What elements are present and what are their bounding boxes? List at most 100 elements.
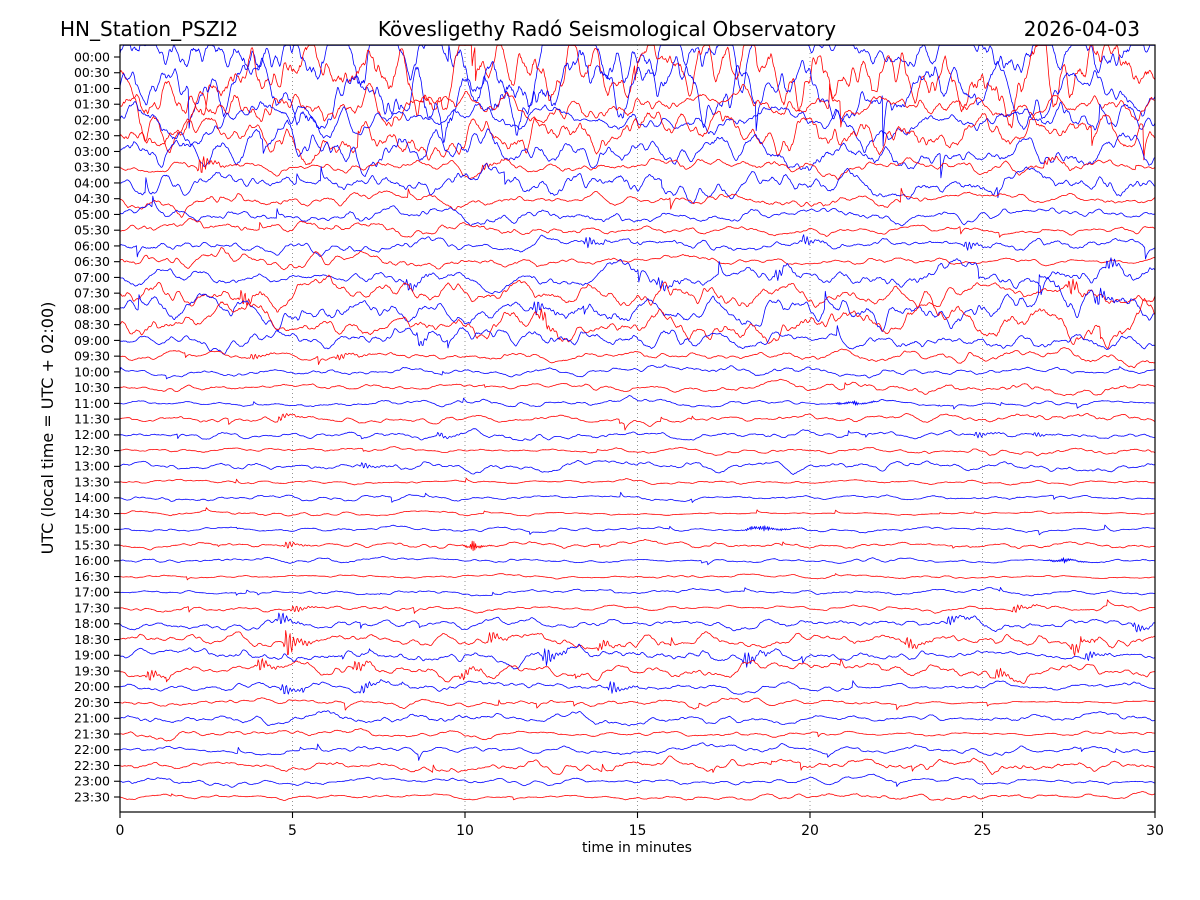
trace-11:00 — [120, 395, 1155, 410]
trace-14:30 — [120, 507, 1155, 517]
trace-18:00 — [120, 612, 1155, 633]
trace-16:00 — [120, 556, 1155, 566]
trace-23:00 — [120, 773, 1155, 788]
trace-09:30 — [120, 347, 1155, 369]
trace-07:30 — [120, 274, 1155, 313]
trace-10:00 — [120, 364, 1155, 380]
y-tick-label: 03:00 — [74, 144, 110, 159]
trace-02:30 — [120, 110, 1155, 166]
trace-17:30 — [120, 599, 1155, 614]
y-tick-label: 01:00 — [74, 81, 110, 96]
trace-22:00 — [120, 742, 1155, 761]
trace-06:00 — [120, 234, 1155, 260]
y-tick-label: 10:30 — [74, 380, 110, 395]
x-tick-label: 10 — [456, 823, 474, 839]
trace-00:30 — [120, 45, 1155, 129]
trace-13:00 — [120, 459, 1155, 475]
y-tick-label: 10:00 — [74, 364, 110, 379]
trace-19:00 — [120, 643, 1155, 670]
x-axis-ticks: 0 5 10 15 20 25 30 — [116, 812, 1164, 839]
observatory-title: Kövesligethy Radó Seismological Observat… — [378, 17, 836, 41]
trace-18:30 — [120, 630, 1155, 656]
y-tick-label: 19:00 — [74, 648, 110, 663]
y-tick-label: 13:30 — [74, 474, 110, 489]
date-title: 2026-04-03 — [1024, 17, 1140, 41]
trace-12:00 — [120, 428, 1155, 442]
plot-frame — [119, 44, 1156, 813]
y-tick-label: 11:00 — [74, 396, 110, 411]
trace-15:00 — [120, 524, 1155, 536]
y-tick-label: 00:00 — [74, 49, 110, 64]
trace-10:30 — [120, 378, 1155, 397]
trace-07:00 — [120, 257, 1155, 296]
y-tick-label: 05:30 — [74, 223, 110, 238]
trace-16:30 — [120, 573, 1155, 581]
y-tick-label: 22:30 — [74, 758, 110, 773]
trace-08:30 — [120, 291, 1155, 350]
trace-02:00 — [120, 101, 1155, 153]
x-tick-label: 25 — [974, 823, 992, 839]
y-tick-label: 14:30 — [74, 506, 110, 521]
y-tick-label: 12:00 — [74, 427, 110, 442]
y-tick-label: 15:30 — [74, 537, 110, 552]
y-tick-label: 02:30 — [74, 128, 110, 143]
trace-22:30 — [120, 755, 1155, 775]
trace-01:00 — [120, 50, 1155, 147]
trace-20:30 — [120, 697, 1155, 711]
trace-04:30 — [120, 187, 1155, 218]
trace-06:30 — [120, 247, 1155, 271]
trace-11:30 — [120, 413, 1155, 431]
y-tick-label: 16:30 — [74, 569, 110, 584]
trace-05:00 — [120, 195, 1155, 227]
trace-03:30 — [120, 155, 1155, 180]
gridlines — [292, 45, 983, 812]
y-tick-label: 20:00 — [74, 679, 110, 694]
y-tick-label: 07:00 — [74, 270, 110, 285]
y-tick-label: 07:30 — [74, 286, 110, 301]
y-tick-label: 01:30 — [74, 97, 110, 112]
y-tick-label: 08:00 — [74, 301, 110, 316]
x-tick-label: 5 — [288, 823, 297, 839]
trace-08:00 — [120, 274, 1155, 333]
y-tick-label: 12:30 — [74, 443, 110, 458]
y-tick-label: 17:00 — [74, 585, 110, 600]
y-tick-label: 16:00 — [74, 553, 110, 568]
y-tick-label: 02:00 — [74, 112, 110, 127]
y-tick-label: 04:30 — [74, 191, 110, 206]
trace-05:30 — [120, 217, 1155, 238]
y-axis-label: UTC (local time = UTC + 02:00) — [38, 302, 57, 555]
y-tick-label: 11:30 — [74, 412, 110, 427]
x-tick-label: 15 — [629, 823, 647, 839]
y-tick-label: 14:00 — [74, 490, 110, 505]
y-tick-label: 09:00 — [74, 333, 110, 348]
y-tick-label: 21:30 — [74, 726, 110, 741]
x-axis-label: time in minutes — [582, 840, 692, 856]
y-tick-label: 08:30 — [74, 317, 110, 332]
trace-20:00 — [120, 679, 1155, 695]
trace-09:00 — [120, 325, 1155, 355]
y-axis-ticks: 00:0000:3001:0001:3002:0002:3003:0003:30… — [74, 49, 120, 804]
y-tick-label: 05:00 — [74, 207, 110, 222]
y-tick-label: 13:00 — [74, 459, 110, 474]
trace-21:00 — [120, 710, 1155, 727]
y-tick-label: 22:00 — [74, 742, 110, 757]
y-tick-label: 17:30 — [74, 600, 110, 615]
y-tick-label: 19:30 — [74, 663, 110, 678]
y-tick-label: 18:30 — [74, 632, 110, 647]
x-tick-label: 0 — [116, 823, 125, 839]
x-tick-label: 30 — [1146, 823, 1164, 839]
y-tick-label: 23:30 — [74, 789, 110, 804]
trace-04:00 — [120, 163, 1155, 204]
y-tick-label: 18:00 — [74, 616, 110, 631]
x-tick-label: 20 — [801, 823, 819, 839]
trace-21:30 — [120, 728, 1155, 742]
station-title: HN_Station_PSZI2 — [60, 17, 238, 41]
trace-15:30 — [120, 539, 1155, 552]
y-tick-label: 06:30 — [74, 254, 110, 269]
trace-01:30 — [120, 83, 1155, 154]
y-tick-label: 06:00 — [74, 238, 110, 253]
y-tick-label: 00:30 — [74, 65, 110, 80]
trace-12:30 — [120, 446, 1155, 457]
